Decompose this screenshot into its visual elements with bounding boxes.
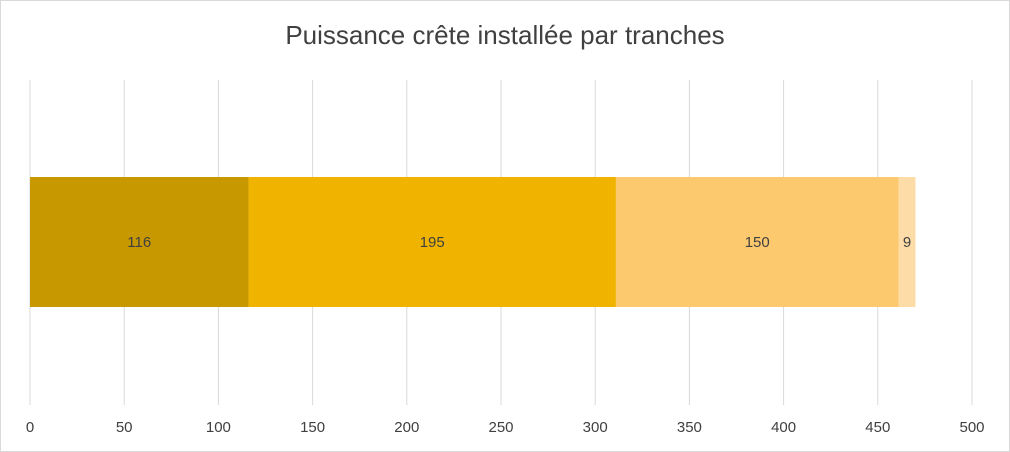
x-tick-label: 350 <box>677 419 702 436</box>
x-tick-label: 0 <box>26 419 34 436</box>
bar-segment-4 <box>898 177 916 307</box>
x-tick-label: 300 <box>583 419 608 436</box>
stacked-bar: 116 195 150 9 <box>30 177 916 307</box>
x-tick-label: 450 <box>865 419 890 436</box>
chart-title: Puissance crête installée par tranches <box>285 20 725 50</box>
bar-segment-1 <box>30 177 249 307</box>
x-tick-label: 250 <box>488 419 513 436</box>
x-tick-label: 150 <box>300 419 325 436</box>
x-tick-label: 400 <box>771 419 796 436</box>
bar-segment-2 <box>248 177 616 307</box>
data-label-1: 116 <box>127 234 151 251</box>
x-tick-label: 500 <box>959 419 984 436</box>
data-label-3: 150 <box>745 234 770 251</box>
data-label-2: 195 <box>420 234 445 251</box>
data-label-4: 9 <box>903 234 911 251</box>
x-tick-label: 200 <box>394 419 419 436</box>
bar-segment-3 <box>615 177 899 307</box>
x-axis-ticks: 0 50 100 150 200 250 300 350 400 450 500 <box>26 419 985 436</box>
x-tick-label: 100 <box>206 419 231 436</box>
x-tick-label: 50 <box>116 419 133 436</box>
